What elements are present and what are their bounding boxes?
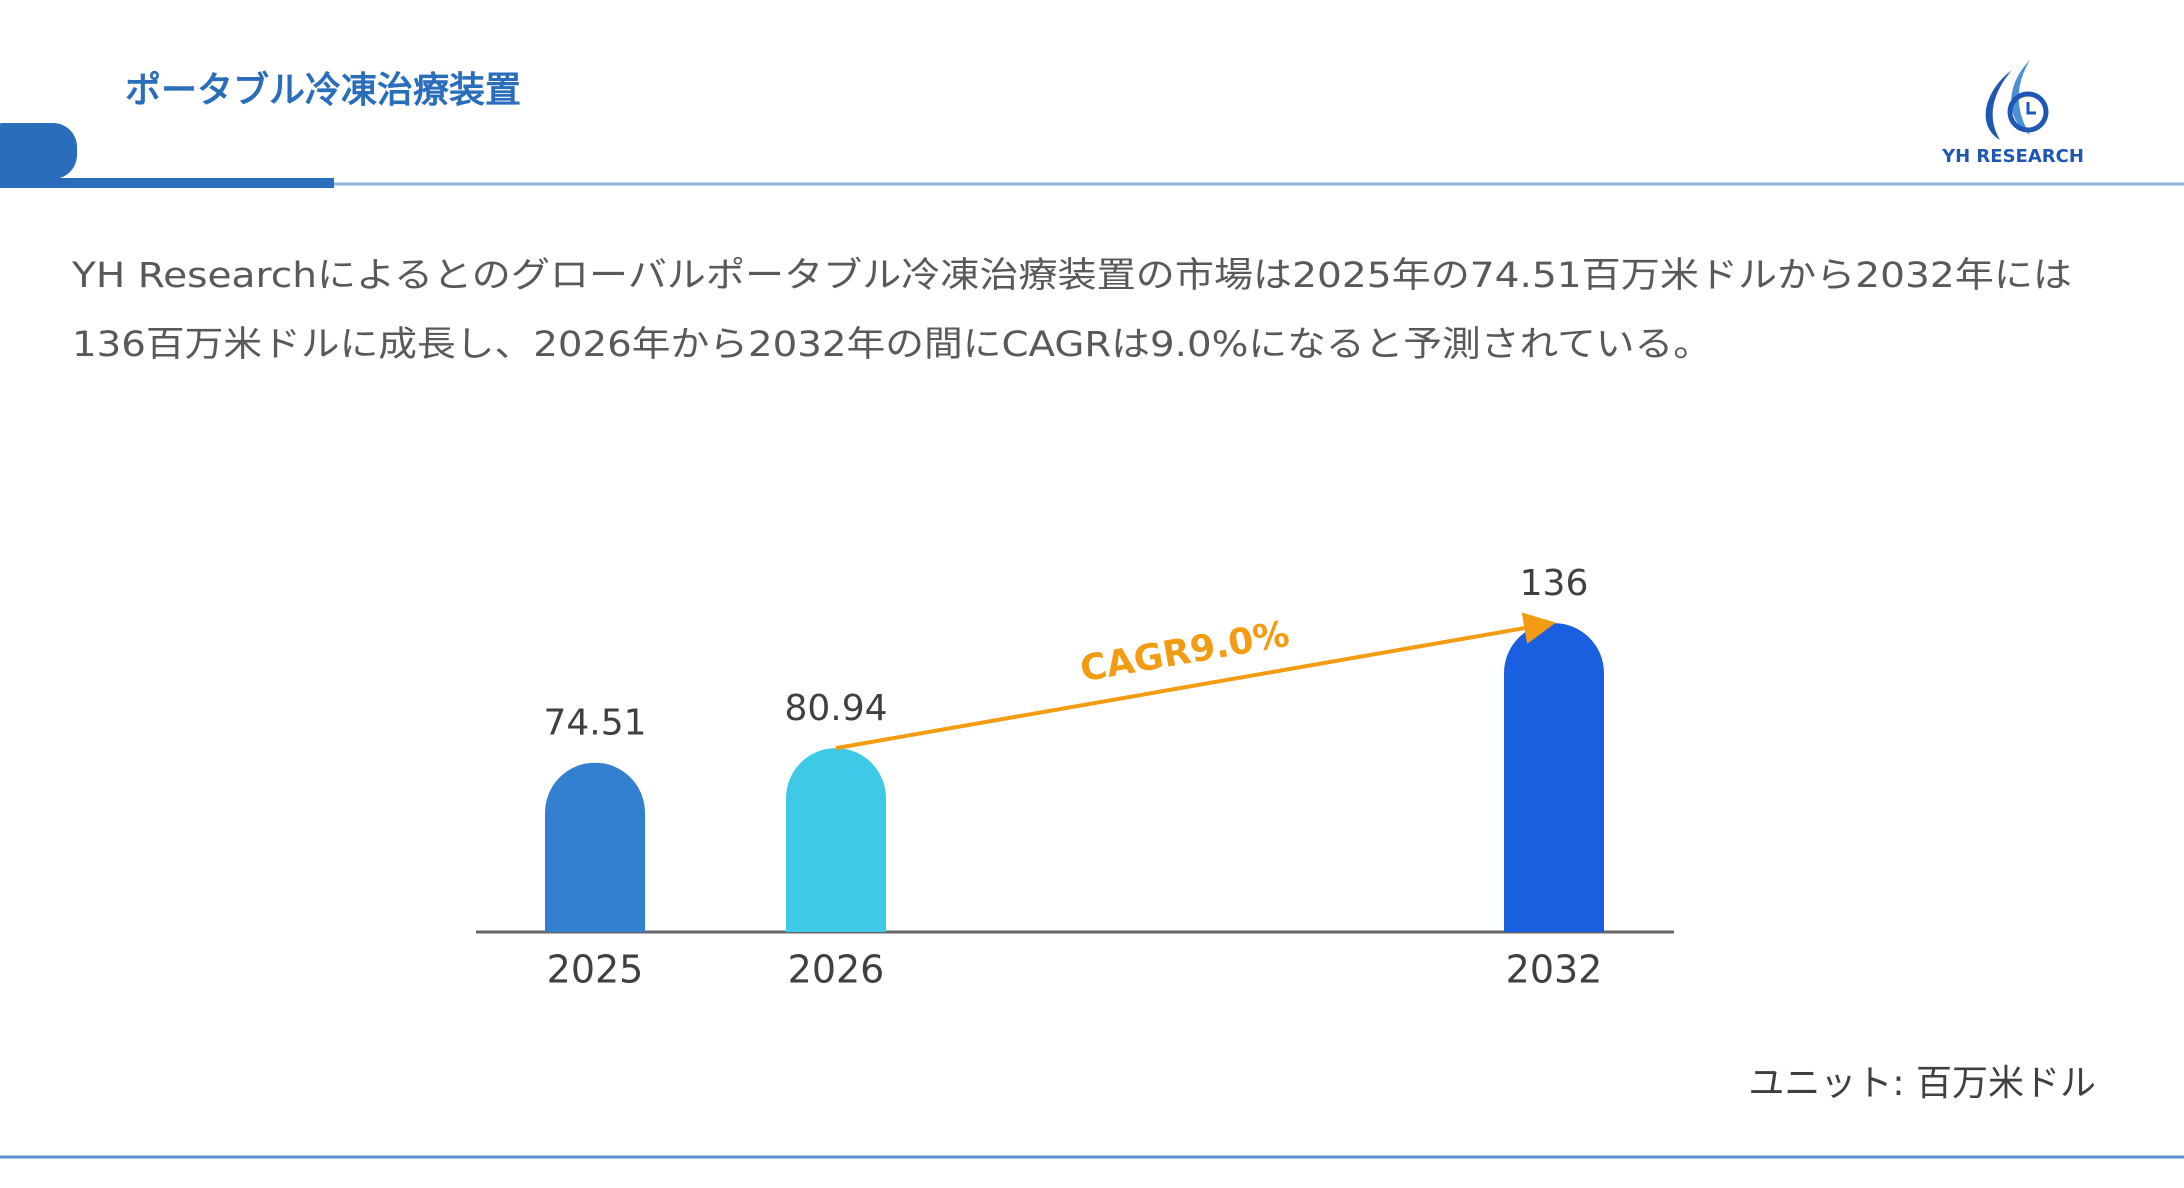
logo-text: YH RESEARCH bbox=[1941, 146, 2084, 167]
logo: YH RESEARCH bbox=[1941, 60, 2084, 167]
paragraph-line: 136百万米ドルに成長し、2026年から2032年の間にCAGRは9.0%になる… bbox=[72, 325, 1712, 365]
bar bbox=[1504, 623, 1604, 932]
unit-label: ユニット: 百万米ドル bbox=[1748, 1063, 2096, 1104]
title-bar bbox=[0, 178, 334, 188]
paragraph-line: YH Researchによるとのグローバルポータブル冷凍治療装置の市場は2025… bbox=[71, 256, 2072, 296]
cagr-label: CAGR9.0% bbox=[1077, 614, 1292, 691]
value-label: 136 bbox=[1520, 563, 1589, 604]
x-tick-label: 2032 bbox=[1506, 948, 1603, 992]
cagr-arrow bbox=[835, 612, 1556, 751]
title: ポータブル冷凍治療装置 bbox=[125, 69, 521, 111]
x-tick-label: 2025 bbox=[547, 948, 644, 992]
bar bbox=[545, 762, 645, 932]
x-tick-label: 2026 bbox=[788, 948, 885, 992]
value-label: 74.51 bbox=[543, 703, 646, 744]
bar bbox=[785, 748, 886, 932]
value-label: 80.94 bbox=[784, 688, 887, 729]
title-tab bbox=[0, 123, 77, 179]
